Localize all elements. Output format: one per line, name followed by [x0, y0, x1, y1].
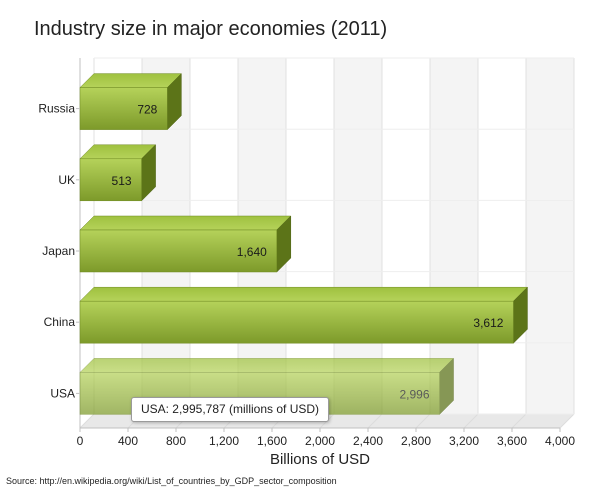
- x-tick-label: 4,000: [545, 434, 575, 448]
- x-tick-label: 3,200: [449, 434, 479, 448]
- category-label: USA: [50, 386, 75, 400]
- grid-band: [526, 58, 574, 414]
- bar-china[interactable]: 3,612: [79, 286, 529, 344]
- x-tick-label: 1,600: [257, 434, 287, 448]
- gridline-floor: [367, 413, 383, 429]
- bar-front-face: [79, 300, 514, 344]
- x-axis-title: Billions of USD: [270, 451, 370, 468]
- category-label: Russia: [38, 102, 75, 116]
- category-label: Japan: [42, 244, 75, 258]
- data-label: 1,640: [237, 245, 267, 259]
- source-note: Source: http://en.wikipedia.org/wiki/Lis…: [6, 476, 337, 486]
- chart-title: Industry size in major economies (2011): [34, 18, 388, 40]
- x-tick-label: 0: [77, 434, 84, 448]
- x-tick-label: 3,600: [497, 434, 527, 448]
- x-tick-label: 1,200: [209, 434, 239, 448]
- bar-front-face: [79, 87, 168, 130]
- bar-front-face: [79, 229, 278, 273]
- tooltip: USA: 2,995,787 (millions of USD): [131, 397, 329, 422]
- data-label: 3,612: [473, 316, 503, 330]
- data-label: 2,996: [399, 387, 429, 401]
- x-tick-label: 2,000: [305, 434, 335, 448]
- data-label: 728: [137, 103, 157, 117]
- category-label: China: [44, 315, 76, 329]
- gridline-floor: [415, 413, 431, 429]
- x-tick-label: 800: [166, 434, 186, 448]
- bar-top-face: [79, 286, 529, 302]
- gridline-floor: [511, 413, 527, 429]
- bar-japan[interactable]: 1,640: [79, 215, 292, 273]
- grid-band: [430, 58, 478, 414]
- bar-top-face: [79, 358, 455, 373]
- x-tick-label: 2,800: [401, 434, 431, 448]
- bar-front-face: [79, 158, 142, 202]
- x-tick-label: 2,400: [353, 434, 383, 448]
- bar-top-face: [79, 73, 182, 88]
- gridline-floor: [79, 413, 95, 429]
- bar-russia[interactable]: 728: [79, 72, 182, 131]
- category-label: UK: [58, 173, 75, 187]
- bar-top-face: [79, 215, 292, 231]
- gridline-floor: [559, 413, 575, 429]
- x-tick-label: 400: [118, 434, 138, 448]
- bar-uk[interactable]: 513: [79, 144, 157, 202]
- gridline-floor: [463, 413, 479, 429]
- data-label: 513: [112, 174, 132, 188]
- grid-band: [334, 58, 382, 414]
